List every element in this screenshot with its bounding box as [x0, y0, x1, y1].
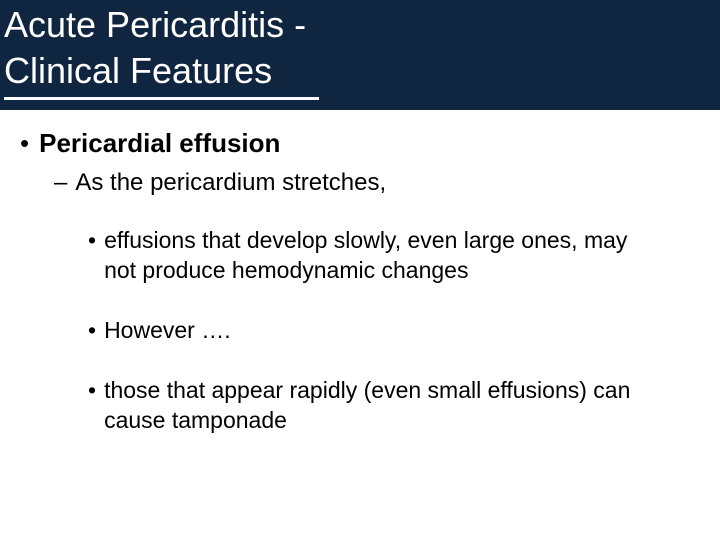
- bullet-level-2: – As the pericardium stretches,: [54, 169, 700, 198]
- bullet-level-3: • effusions that develop slowly, even la…: [88, 226, 700, 286]
- slide-title: Acute Pericarditis - Clinical Features: [4, 2, 306, 94]
- bullet-icon: •: [88, 316, 96, 346]
- title-line-1: Acute Pericarditis -: [4, 4, 306, 45]
- bullet-icon: •: [88, 376, 96, 436]
- bullet-icon: •: [88, 226, 96, 286]
- bullet-text: those that appear rapidly (even small ef…: [104, 376, 660, 436]
- bullet-text: Pericardial effusion: [39, 128, 280, 159]
- bullet-icon: •: [20, 128, 29, 159]
- slide-content: • Pericardial effusion – As the pericard…: [0, 110, 720, 435]
- dash-icon: –: [54, 169, 67, 198]
- bullet-text: However ….: [104, 316, 231, 346]
- bullet-text: As the pericardium stretches,: [75, 169, 386, 198]
- bullet-text: effusions that develop slowly, even larg…: [104, 226, 660, 286]
- title-underline: [4, 97, 319, 100]
- bullet-level-3: • However ….: [88, 316, 700, 346]
- title-line-2: Clinical Features: [4, 50, 272, 91]
- bullet-level-3: • those that appear rapidly (even small …: [88, 376, 700, 436]
- slide-header: Acute Pericarditis - Clinical Features: [0, 0, 720, 110]
- bullet-level-1: • Pericardial effusion: [20, 128, 700, 159]
